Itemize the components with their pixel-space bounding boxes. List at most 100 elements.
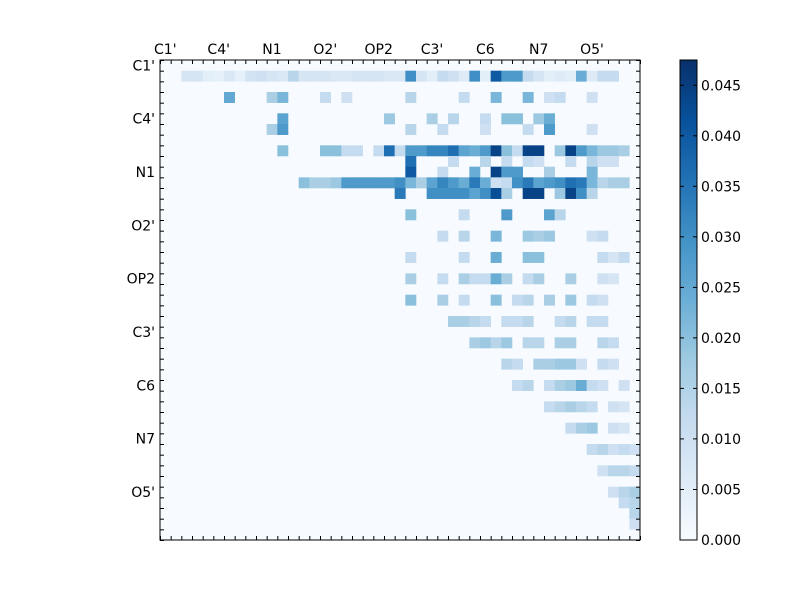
heatmap-cell [544, 113, 555, 125]
heatmap-cell [554, 188, 566, 199]
y-tick-label: N1 [136, 165, 155, 181]
heatmap-cell [362, 70, 374, 82]
heatmap-cell [533, 252, 545, 263]
colorbar-tick-label: 0.035 [701, 179, 741, 195]
heatmap-cell [426, 70, 438, 82]
heatmap-cell [565, 358, 577, 370]
heatmap-cell [629, 508, 641, 519]
heatmap-cell [522, 316, 534, 327]
heatmap-cell [277, 145, 289, 157]
heatmap-cell [405, 92, 417, 103]
colorbar-tick-label: 0.010 [701, 432, 741, 448]
heatmap-cell [245, 70, 257, 82]
heatmap-cell [298, 177, 310, 189]
heatmap-cell [490, 294, 502, 306]
heatmap-cell [458, 294, 470, 306]
heatmap-cell [618, 145, 630, 157]
heatmap-cell [608, 465, 619, 477]
heatmap-cell [586, 401, 598, 413]
heatmap-cell [533, 156, 545, 167]
colorbar-tick-label: 0.040 [701, 129, 741, 145]
x-tick-label: C6 [476, 42, 495, 58]
heatmap-ticks [160, 60, 641, 541]
heatmap-cell [330, 177, 342, 189]
heatmap-cell [373, 145, 385, 157]
heatmap-cell [544, 230, 555, 242]
heatmap-cell [533, 230, 545, 242]
heatmap-cell [512, 316, 523, 327]
heatmap-cell [586, 188, 598, 199]
heatmap-cell [554, 70, 566, 82]
heatmap-cell [618, 465, 630, 477]
heatmap-cell [522, 294, 534, 306]
heatmap-cell [256, 70, 267, 82]
heatmap-cell [501, 113, 513, 125]
y-tick-label: C1' [132, 58, 155, 74]
heatmap-cell [597, 316, 609, 327]
heatmap-cell [501, 156, 513, 167]
heatmap-cell [480, 337, 491, 349]
heatmap-cell [533, 358, 545, 370]
heatmap-cell [544, 209, 555, 221]
colorbar-tick-label: 0.030 [701, 230, 741, 246]
heatmap-cell [501, 145, 513, 157]
heatmap-cell [330, 70, 342, 82]
heatmap-cell [565, 294, 577, 306]
heatmap-cell [576, 380, 587, 391]
heatmap-cell [554, 337, 566, 349]
heatmap-cell [608, 273, 619, 285]
heatmap-cell [522, 177, 534, 189]
heatmap-cell [576, 401, 587, 413]
heatmap-cell [586, 380, 598, 391]
heatmap-cell [586, 124, 598, 135]
heatmap-cell [565, 70, 577, 82]
heatmap-cell [554, 92, 566, 103]
y-tick-label: C6 [136, 378, 155, 394]
heatmap-cell [480, 113, 491, 125]
heatmap-cell [490, 252, 502, 263]
heatmap-cell [512, 294, 523, 306]
heatmap-cell [597, 465, 609, 477]
heatmap-cell [608, 337, 619, 349]
heatmap-cell [192, 70, 203, 82]
heatmap-cell [586, 230, 598, 242]
colorbar-tick-label: 0.045 [701, 78, 741, 94]
heatmap-cell [576, 358, 587, 370]
heatmap-cell [597, 444, 609, 455]
heatmap-cell [597, 252, 609, 263]
y-tick-label: O2' [131, 218, 155, 234]
heatmap-cell [618, 497, 630, 509]
heatmap-cell [565, 273, 577, 285]
heatmap-cell [544, 70, 555, 82]
heatmap-cell [618, 252, 630, 263]
heatmap-cell [618, 486, 630, 498]
heatmap-cell [501, 358, 513, 370]
heatmap-cell [586, 177, 598, 189]
heatmap-cell [576, 422, 587, 434]
heatmap-cell [629, 444, 641, 455]
heatmap-cell [544, 124, 555, 135]
y-tick-labels: C1' C4' N1 O2' OP2 C3' C6 N7 O5' [127, 58, 155, 501]
heatmap-cell [597, 380, 609, 391]
heatmap-cell [629, 497, 641, 509]
heatmap-cell [458, 92, 470, 103]
heatmap-cell [597, 294, 609, 306]
heatmap-cell [522, 380, 534, 391]
heatmap-cell [512, 113, 523, 125]
heatmap-cell [458, 70, 470, 82]
heatmap-cell [576, 70, 587, 82]
heatmap-cell [480, 177, 491, 189]
heatmap-cell [469, 316, 481, 327]
heatmap-cell [608, 70, 619, 82]
heatmap-cell [448, 156, 459, 167]
heatmap-cell [597, 156, 609, 167]
x-tick-label: C3' [421, 42, 444, 58]
heatmap-cell [469, 177, 481, 189]
heatmap-cell [608, 486, 619, 498]
heatmap-cell [576, 188, 587, 199]
heatmap-cell [224, 92, 235, 103]
heatmap-cell [618, 177, 630, 189]
heatmap-cell [586, 92, 598, 103]
y-tick-label: O5' [131, 485, 155, 501]
